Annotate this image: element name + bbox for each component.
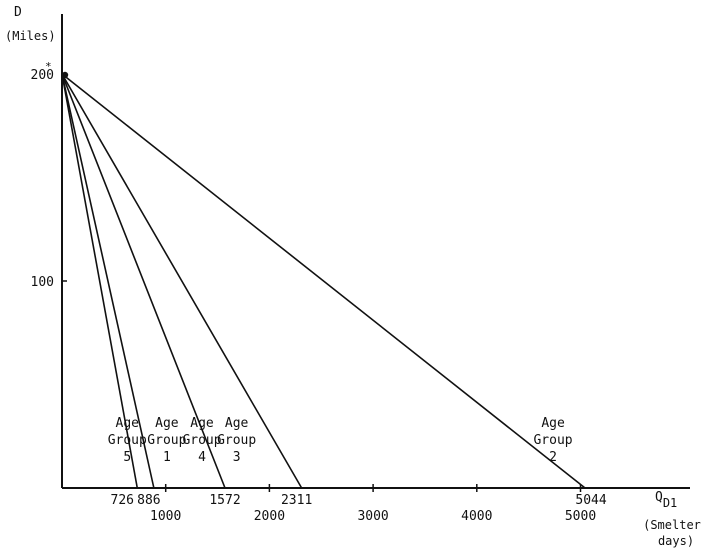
x-tick-label-1000: 1000 <box>150 509 181 524</box>
group-label-group-2: Group <box>533 433 572 448</box>
group-label-number-3: 3 <box>233 450 241 465</box>
y-tick-label-100: 100 <box>31 275 54 290</box>
intercept-label-2311: 2311 <box>281 493 312 508</box>
demand-line-3 <box>61 73 303 489</box>
group-label-group-4: Group <box>182 433 221 448</box>
group-label-number-1: 1 <box>163 450 171 465</box>
group-label-number-4: 4 <box>198 450 206 465</box>
intercept-label-5044: 5044 <box>575 493 606 508</box>
x-tick-label-5000: 5000 <box>565 509 596 524</box>
intercept-label-1572: 1572 <box>209 493 240 508</box>
intercept-labels: 726 886 1572 2311 5044 <box>111 493 607 508</box>
group-labels: AgeGroup5AgeGroup1AgeGroup4AgeGroup3AgeG… <box>108 416 573 465</box>
demand-line-4 <box>61 73 226 489</box>
group-label-number-5: 5 <box>123 450 131 465</box>
y-axis-unit: (Miles) <box>5 29 56 43</box>
group-label-group-5: Group <box>108 433 147 448</box>
origin-point <box>61 71 69 79</box>
intercept-label-886: 886 <box>137 493 160 508</box>
demand-line-1 <box>61 73 155 489</box>
group-label-word-5: Age <box>116 416 140 431</box>
x-ticks: 1000 2000 3000 4000 5000 <box>150 484 596 524</box>
group-label-word-4: Age <box>190 416 214 431</box>
y-tick-note: * <box>45 60 52 73</box>
group-label-number-2: 2 <box>549 450 557 465</box>
demand-line-5 <box>61 73 139 489</box>
group-label-word-1: Age <box>155 416 179 431</box>
x-tick-label-3000: 3000 <box>357 509 388 524</box>
group-label-group-1: Group <box>147 433 186 448</box>
group-label-word-3: Age <box>225 416 249 431</box>
group-label-group-3: Group <box>217 433 256 448</box>
x-axis-label: QD1 <box>655 490 677 510</box>
group-label-word-2: Age <box>541 416 565 431</box>
x-tick-label-2000: 2000 <box>254 509 285 524</box>
y-axis-label: D <box>14 5 22 20</box>
x-axis-unit-line1: (Smelter <box>643 518 701 532</box>
demand-lines <box>61 71 586 489</box>
x-axis-unit-line2: days) <box>658 534 694 548</box>
y-tick-label-200: 200 <box>31 68 54 83</box>
intercept-label-726: 726 <box>111 493 134 508</box>
x-tick-label-4000: 4000 <box>461 509 492 524</box>
demand-line-2 <box>61 73 586 489</box>
